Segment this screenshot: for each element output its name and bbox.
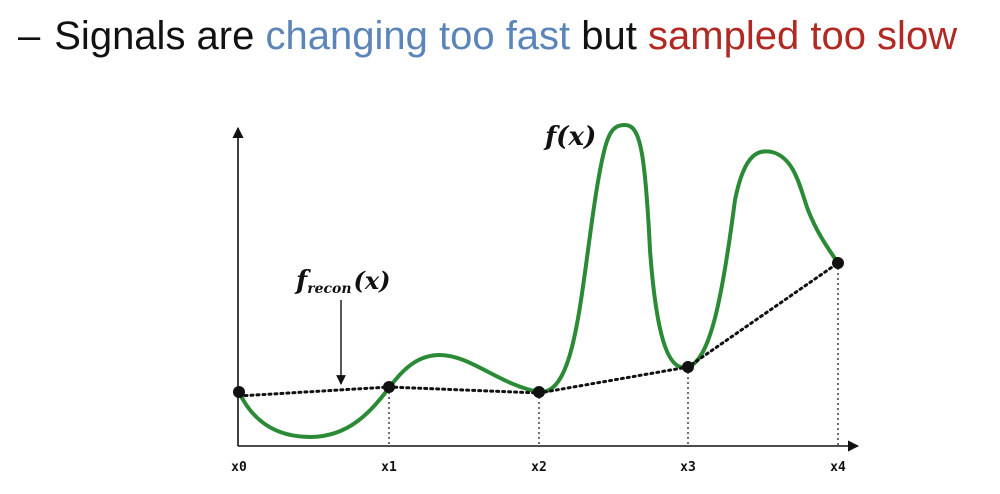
tick-label-x4: x4 bbox=[830, 460, 846, 475]
sample-droplines bbox=[388, 263, 839, 446]
heading-text-1: Signals are bbox=[54, 14, 255, 58]
tick-label-x1: x1 bbox=[381, 460, 397, 475]
bullet-dash: – bbox=[18, 14, 41, 58]
heading-highlight-slow: sampled too slow bbox=[648, 14, 958, 58]
recon-label-sub: recon bbox=[307, 281, 351, 297]
tick-label-x0: x0 bbox=[231, 460, 247, 475]
recon-label-f: f bbox=[294, 266, 311, 296]
sample-point-x0 bbox=[233, 386, 245, 398]
tick-label-x2: x2 bbox=[531, 460, 547, 475]
sample-point-x4 bbox=[832, 257, 844, 269]
bullet-heading: – Signals are changing too fast but sampl… bbox=[18, 10, 957, 62]
sample-point-x2 bbox=[533, 386, 545, 398]
recon-label-arg: (x) bbox=[354, 266, 391, 295]
sample-point-x3 bbox=[682, 361, 694, 373]
sample-point-x1 bbox=[383, 381, 395, 393]
recon-label: frecon(x) bbox=[294, 266, 391, 297]
heading-highlight-fast: changing too fast bbox=[265, 14, 571, 58]
signal-label-f: f(x) bbox=[543, 122, 596, 152]
sample-points bbox=[233, 257, 844, 398]
tick-label-x3: x3 bbox=[680, 460, 696, 475]
heading-text-2: but bbox=[581, 14, 637, 58]
